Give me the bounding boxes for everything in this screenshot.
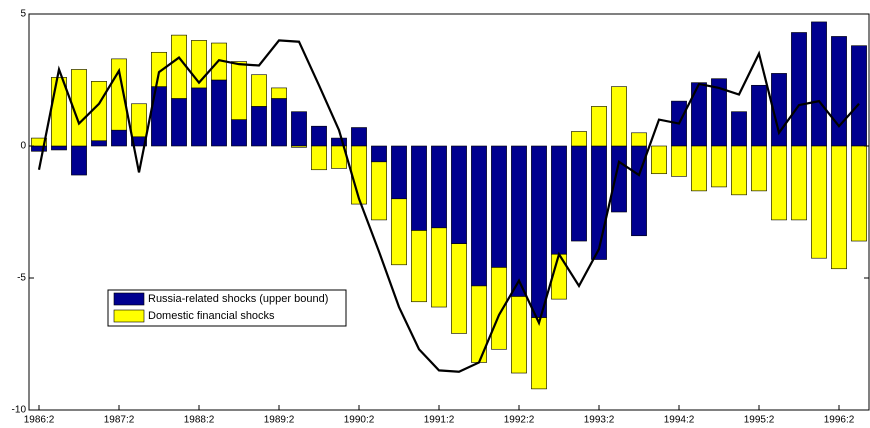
bar <box>651 145 667 175</box>
bar <box>551 145 567 255</box>
x-tick-label: 1994:2 <box>664 415 695 426</box>
bar <box>131 103 147 138</box>
y-tick-label: 0 <box>20 141 26 152</box>
bar <box>711 145 727 188</box>
bar <box>271 98 287 147</box>
bar <box>591 106 607 147</box>
bar <box>791 32 807 147</box>
bar <box>91 81 107 142</box>
bar <box>451 145 467 244</box>
bar <box>491 267 507 350</box>
bar <box>371 145 387 163</box>
x-tick-label: 1996:2 <box>824 415 855 426</box>
bar <box>411 145 427 231</box>
bar <box>731 145 747 196</box>
bar <box>411 230 427 303</box>
bar <box>851 145 867 242</box>
bar <box>751 145 767 192</box>
legend-box <box>107 289 347 327</box>
bar <box>811 145 827 259</box>
bar <box>591 145 607 260</box>
bar <box>231 119 247 147</box>
bar <box>211 79 227 147</box>
bar <box>751 84 767 147</box>
bar <box>171 34 187 99</box>
bar <box>691 145 707 192</box>
bar <box>811 21 827 147</box>
bar <box>511 145 527 297</box>
bar <box>71 145 87 176</box>
bar <box>611 86 627 147</box>
bar <box>51 145 67 151</box>
bar <box>151 51 167 87</box>
bar <box>251 74 267 107</box>
bar <box>111 129 127 147</box>
bar <box>311 145 327 171</box>
bar <box>171 98 187 147</box>
y-tick-label: 5 <box>20 9 26 20</box>
legend-swatch <box>113 292 145 306</box>
bar <box>351 127 367 147</box>
bar <box>611 145 627 213</box>
bar <box>771 145 787 221</box>
x-tick-label: 1991:2 <box>424 415 455 426</box>
bar <box>451 243 467 334</box>
legend-swatch <box>113 309 145 323</box>
bar <box>71 69 87 147</box>
axes-frame <box>28 13 870 411</box>
legend-label: Russia-related shocks (upper bound) <box>148 293 328 305</box>
legend-label: Domestic financial shocks <box>148 310 275 322</box>
bar <box>471 145 487 287</box>
x-tick-label: 1995:2 <box>744 415 775 426</box>
bar <box>531 145 547 318</box>
bar <box>571 145 587 242</box>
bar <box>791 145 807 221</box>
bar <box>631 132 647 147</box>
x-tick-label: 1993:2 <box>584 415 615 426</box>
plot-area <box>29 14 869 410</box>
line <box>37 39 860 373</box>
bar <box>91 140 107 147</box>
bar <box>831 145 847 270</box>
bar <box>291 111 307 147</box>
bar <box>671 145 687 177</box>
bar <box>371 161 387 221</box>
bar <box>271 87 287 99</box>
bar <box>431 227 447 308</box>
bar <box>731 111 747 147</box>
x-tick-label: 1989:2 <box>264 415 295 426</box>
bar <box>311 125 327 147</box>
bar <box>191 40 207 89</box>
bar <box>391 198 407 266</box>
bar <box>191 87 207 147</box>
x-tick-label: 1988:2 <box>184 415 215 426</box>
x-tick-label: 1990:2 <box>344 415 375 426</box>
bar <box>51 77 67 147</box>
bar <box>231 61 247 120</box>
bar <box>571 131 587 147</box>
bar <box>431 145 447 229</box>
y-tick-label: -10 <box>12 405 27 416</box>
x-tick-label: 1986:2 <box>24 415 55 426</box>
bar <box>31 137 47 147</box>
bar <box>391 145 407 200</box>
bar <box>531 317 547 390</box>
x-tick-label: 1987:2 <box>104 415 135 426</box>
bar <box>291 145 307 148</box>
bar <box>491 145 507 268</box>
bar <box>851 45 867 147</box>
bar <box>511 296 527 374</box>
x-tick-label: 1992:2 <box>504 415 535 426</box>
bar <box>831 36 847 147</box>
y-tick-label: -5 <box>17 273 26 284</box>
bar <box>251 106 267 147</box>
